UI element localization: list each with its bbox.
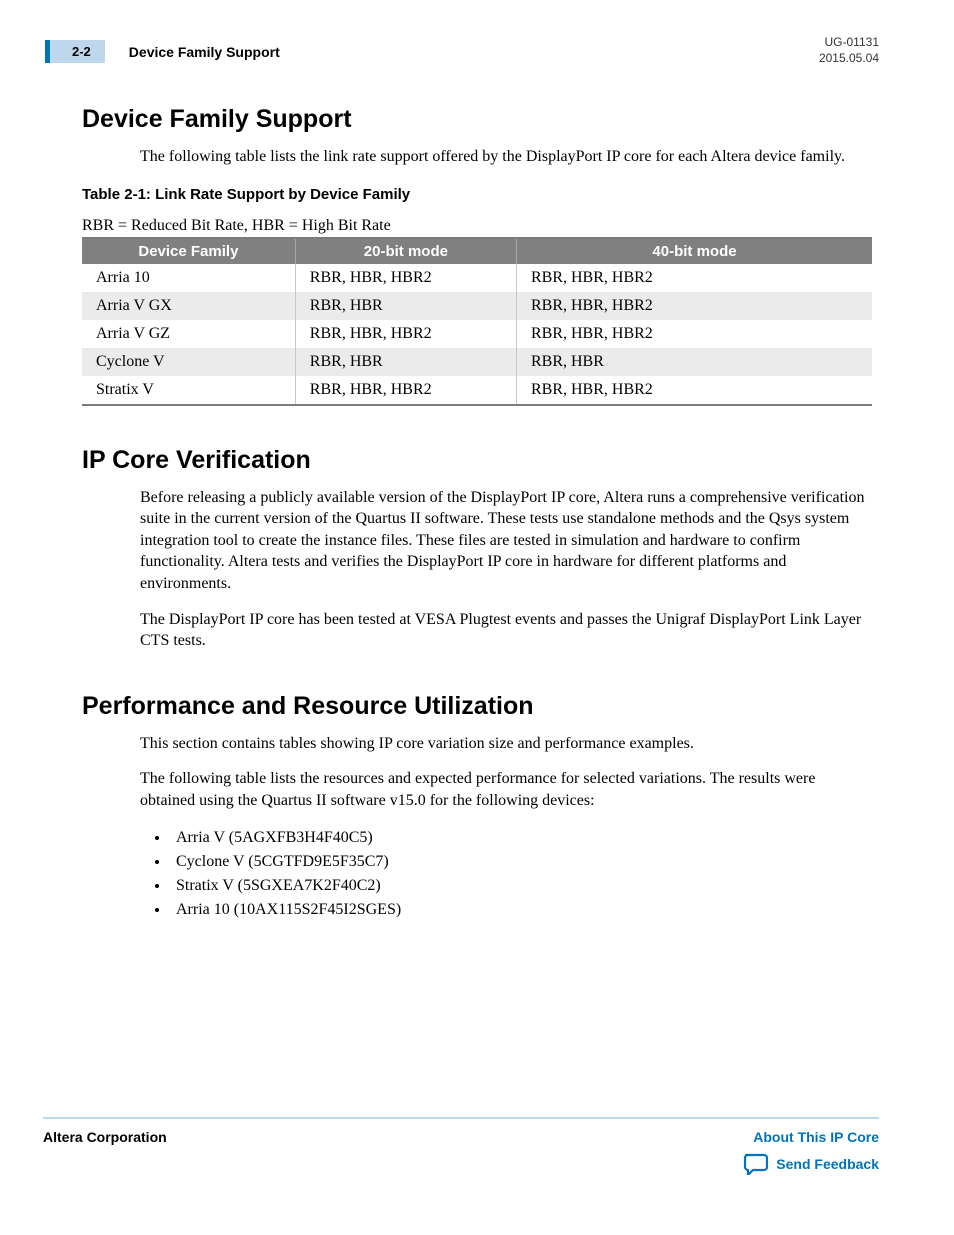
footer-corp: Altera Corporation — [43, 1129, 167, 1145]
table-cell: RBR, HBR, HBR2 — [516, 320, 872, 348]
heading-performance-resource: Performance and Resource Utilization — [82, 692, 872, 721]
heading-device-family-support: Device Family Support — [82, 105, 872, 134]
table-cell: RBR, HBR, HBR2 — [516, 264, 872, 292]
table-cell: RBR, HBR, HBR2 — [516, 376, 872, 405]
table-row: Arria V GZRBR, HBR, HBR2RBR, HBR, HBR2 — [82, 320, 872, 348]
device-family-intro: The following table lists the link rate … — [140, 146, 872, 168]
table-header-cell: 40-bit mode — [516, 238, 872, 264]
table-row: Cyclone VRBR, HBRRBR, HBR — [82, 348, 872, 376]
list-item: Arria V (5AGXFB3H4F40C5) — [170, 826, 872, 850]
table-caption: Table 2-1: Link Rate Support by Device F… — [82, 186, 872, 203]
running-title: Device Family Support — [129, 44, 280, 60]
table-cell: Arria V GX — [82, 292, 295, 320]
ip-core-para1: Before releasing a publicly available ve… — [140, 487, 872, 595]
perf-para1: This section contains tables showing IP … — [140, 733, 872, 755]
table-cell: RBR, HBR, HBR2 — [295, 376, 516, 405]
table-cell: Arria V GZ — [82, 320, 295, 348]
table-cell: RBR, HBR — [295, 292, 516, 320]
doc-id: UG-01131 — [819, 35, 879, 51]
table-cell: Cyclone V — [82, 348, 295, 376]
send-feedback-link[interactable]: Send Feedback — [776, 1156, 879, 1172]
list-item: Cyclone V (5CGTFD9E5F35C7) — [170, 850, 872, 874]
about-ip-core-link[interactable]: About This IP Core — [742, 1129, 879, 1145]
table-cell: RBR, HBR, HBR2 — [295, 320, 516, 348]
page-content: Device Family Support The following tabl… — [82, 105, 872, 922]
page-footer: About This IP Core Send Feedback Altera … — [43, 1117, 879, 1175]
table-cell: Stratix V — [82, 376, 295, 405]
table-note: RBR = Reduced Bit Rate, HBR = High Bit R… — [82, 217, 872, 235]
footer-rule — [43, 1117, 879, 1119]
table-cell: RBR, HBR — [516, 348, 872, 376]
table-cell: Arria 10 — [82, 264, 295, 292]
list-item: Arria 10 (10AX115S2F45I2SGES) — [170, 898, 872, 922]
doc-date: 2015.05.04 — [819, 51, 879, 67]
heading-ip-core-verification: IP Core Verification — [82, 446, 872, 475]
device-list: Arria V (5AGXFB3H4F40C5)Cyclone V (5CGTF… — [170, 826, 872, 922]
table-cell: RBR, HBR, HBR2 — [295, 264, 516, 292]
table-cell: RBR, HBR, HBR2 — [516, 292, 872, 320]
table-row: Stratix VRBR, HBR, HBR2RBR, HBR, HBR2 — [82, 376, 872, 405]
table-header-cell: Device Family — [82, 238, 295, 264]
document-id-block: UG-01131 2015.05.04 — [819, 35, 879, 66]
page-header: 2-2 Device Family Support UG-01131 2015.… — [45, 40, 879, 80]
footer-right-block: About This IP Core Send Feedback — [742, 1129, 879, 1175]
table-header-cell: 20-bit mode — [295, 238, 516, 264]
list-item: Stratix V (5SGXEA7K2F40C2) — [170, 874, 872, 898]
page-number-box: 2-2 — [45, 40, 105, 63]
table-cell: RBR, HBR — [295, 348, 516, 376]
link-rate-table: Device Family20-bit mode40-bit mode Arri… — [82, 237, 872, 406]
feedback-icon[interactable] — [742, 1153, 768, 1175]
ip-core-para2: The DisplayPort IP core has been tested … — [140, 609, 872, 652]
perf-para2: The following table lists the resources … — [140, 768, 872, 811]
table-row: Arria V GXRBR, HBRRBR, HBR, HBR2 — [82, 292, 872, 320]
table-row: Arria 10RBR, HBR, HBR2RBR, HBR, HBR2 — [82, 264, 872, 292]
